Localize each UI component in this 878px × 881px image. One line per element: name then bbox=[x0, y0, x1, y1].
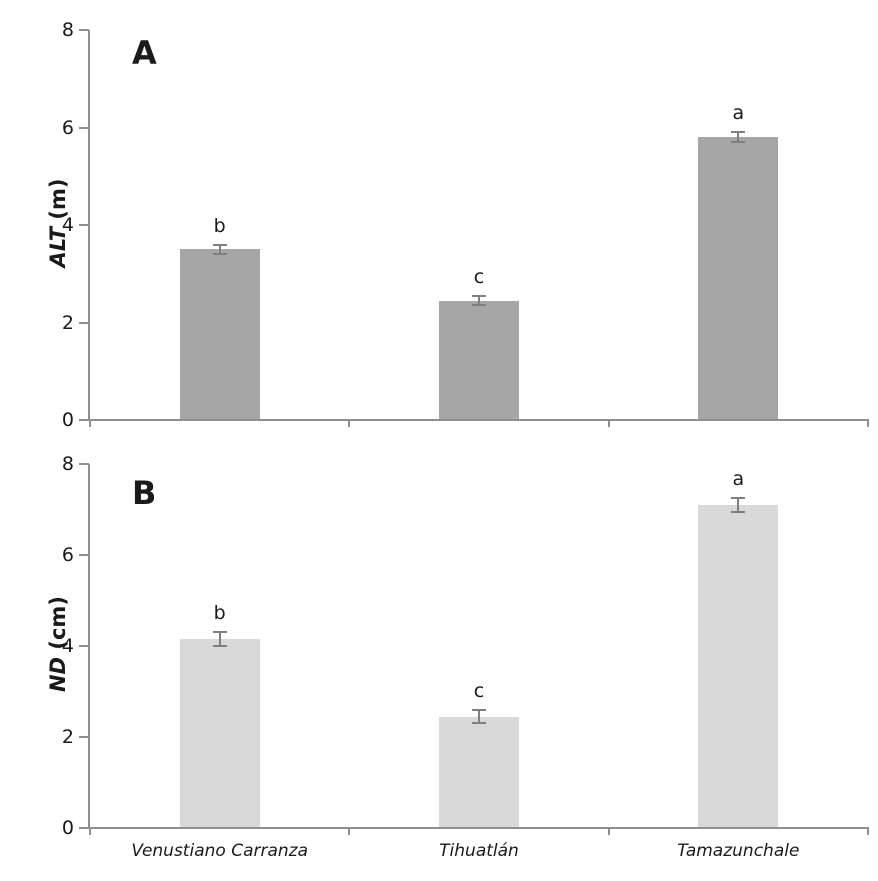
error-bar-cap-top bbox=[212, 243, 227, 246]
x-tick bbox=[348, 828, 351, 835]
error-bar-cap-bottom bbox=[212, 645, 227, 647]
y-tick-label: 8 bbox=[61, 453, 74, 475]
bar-tihuatlan bbox=[439, 716, 519, 828]
y-tick-label: 0 bbox=[61, 817, 74, 839]
y-tick-label: 4 bbox=[61, 214, 74, 236]
error-bar-tamazunchale bbox=[737, 132, 740, 143]
error-bar-cap-top bbox=[731, 131, 746, 134]
y-tick-label: 2 bbox=[61, 726, 74, 748]
x-tick bbox=[348, 420, 351, 427]
sig-letter-tamazunchale: a bbox=[732, 468, 745, 491]
x-tick bbox=[607, 828, 610, 835]
category-label-tihuatlan: Tihuatlán bbox=[439, 841, 519, 861]
category-label-tamazunchale: Tamazunchale bbox=[677, 841, 800, 861]
y-tick-label: 4 bbox=[61, 635, 74, 657]
x-tick bbox=[89, 828, 91, 835]
y-tick bbox=[79, 827, 89, 829]
y-tick-label: 8 bbox=[61, 19, 74, 41]
sig-letter-tamazunchale: a bbox=[732, 102, 745, 125]
y-tick bbox=[79, 645, 89, 647]
panel-letter-b: B bbox=[132, 474, 157, 512]
x-axis-line bbox=[88, 419, 869, 421]
x-tick bbox=[867, 828, 869, 835]
error-bar-cap-top bbox=[731, 497, 746, 500]
sig-letter-venustiano-carranza: b bbox=[213, 214, 226, 237]
plot-area-panel-a: A 0 2 4 6 8 b c a bbox=[62, 19, 869, 431]
error-bar-cap-top bbox=[472, 708, 486, 711]
y-tick-label: 6 bbox=[61, 544, 74, 566]
bar-venustiano-carranza bbox=[179, 249, 260, 420]
x-axis-line bbox=[88, 827, 869, 829]
bar-venustiano-carranza bbox=[179, 639, 260, 828]
error-bar-cap-top bbox=[472, 294, 486, 297]
y-tick bbox=[79, 736, 89, 738]
bar-tamazunchale bbox=[698, 137, 779, 420]
error-bar-cap-bottom bbox=[472, 304, 486, 307]
sig-letter-venustiano-carranza: b bbox=[213, 602, 226, 625]
y-axis-line bbox=[88, 30, 90, 420]
sig-letter-tihuatlan: c bbox=[473, 679, 485, 702]
y-tick bbox=[79, 554, 89, 556]
error-bar-tihuatlan bbox=[478, 295, 480, 306]
y-tick-label: 0 bbox=[61, 409, 74, 431]
y-tick bbox=[79, 126, 89, 129]
bar-tihuatlan bbox=[439, 300, 519, 420]
plot-area-panel-b: B 0 2 4 6 8 b c a bbox=[62, 453, 869, 839]
y-tick bbox=[79, 321, 89, 324]
error-bar-cap-bottom bbox=[731, 141, 746, 144]
error-bar-cap-bottom bbox=[212, 253, 227, 256]
y-tick bbox=[79, 463, 89, 465]
error-bar-tamazunchale bbox=[737, 498, 740, 512]
y-tick bbox=[79, 29, 89, 31]
y-axis-variable: ND bbox=[46, 656, 70, 692]
y-tick-label: 6 bbox=[61, 116, 74, 139]
error-bar-tihuatlan bbox=[478, 709, 480, 724]
y-axis-line bbox=[88, 464, 90, 828]
error-bar-cap-top bbox=[212, 631, 227, 634]
error-bar-cap-bottom bbox=[731, 510, 746, 513]
error-bar-venustiano-carranza bbox=[218, 244, 221, 255]
bar-tamazunchale bbox=[698, 504, 779, 828]
panel-letter-a: A bbox=[132, 34, 157, 72]
category-label-venustiano-carranza: Venustiano Carranza bbox=[131, 841, 308, 861]
error-bar-cap-bottom bbox=[472, 722, 486, 725]
sig-letter-tihuatlan: c bbox=[473, 265, 485, 288]
y-tick bbox=[79, 419, 89, 421]
y-tick bbox=[79, 224, 89, 226]
x-tick bbox=[607, 420, 610, 427]
x-tick bbox=[89, 420, 91, 427]
x-tick bbox=[867, 420, 869, 427]
error-bar-venustiano-carranza bbox=[218, 632, 221, 646]
y-tick-label: 2 bbox=[61, 311, 74, 334]
